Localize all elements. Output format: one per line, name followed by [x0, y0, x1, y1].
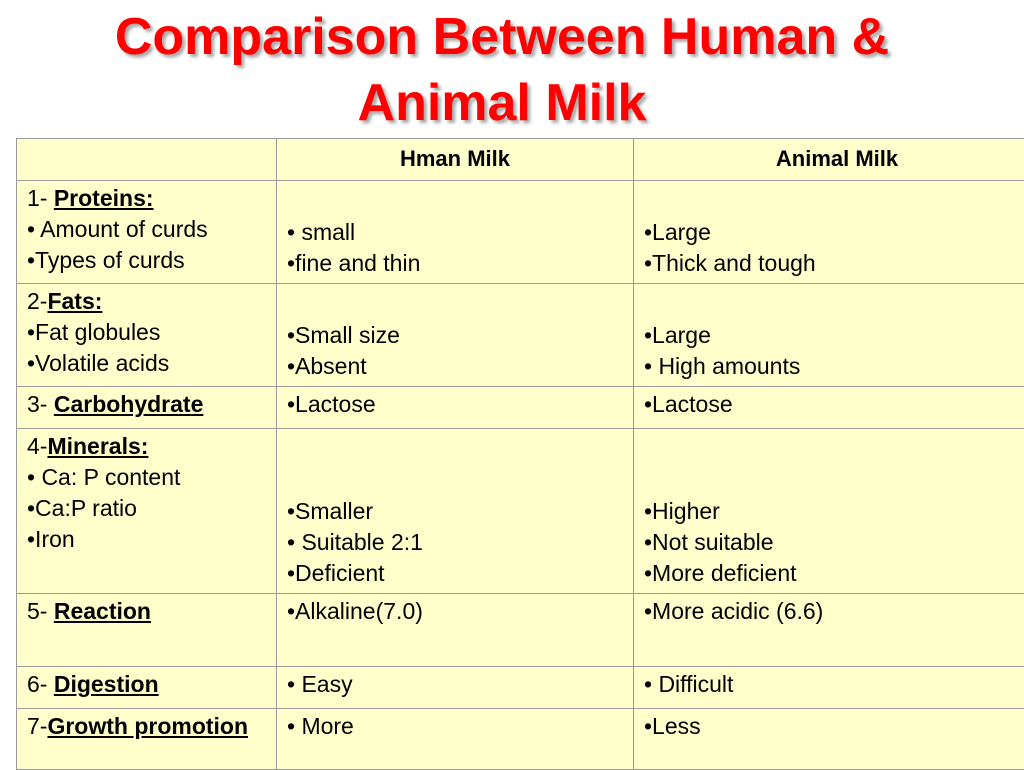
- table-body: 1- Proteins: • Amount of curds•Types of c…: [17, 181, 1024, 770]
- nutrient-category: Reaction: [54, 598, 151, 624]
- header-row: Hman Milk Animal Milk: [17, 139, 1024, 181]
- nutrient-label-cell: 2-Fats: •Fat globules•Volatile acids: [17, 284, 277, 387]
- nutrient-label-cell: 5- Reaction: [17, 594, 277, 667]
- table-row: 6- Digestion • Easy • Difficult: [17, 667, 1024, 709]
- animal-milk-value: •Large: [644, 217, 1024, 248]
- nutrient-category: Growth promotion: [47, 713, 248, 739]
- human-milk-value: •fine and thin: [287, 248, 623, 279]
- animal-milk-value: •Large: [644, 320, 1024, 351]
- title-line-1: Comparison Between Human &: [0, 4, 1004, 70]
- nutrient-item: •Volatile acids: [27, 348, 266, 379]
- nutrient-label-cell: 7-Growth promotion: [17, 709, 277, 770]
- animal-milk-cell: •More acidic (6.6): [634, 594, 1024, 667]
- table-row: 7-Growth promotion • More •Less: [17, 709, 1024, 770]
- human-milk-value: •Absent: [287, 351, 623, 382]
- animal-milk-cell: •Large• High amounts: [634, 284, 1024, 387]
- nutrient-number: 1-: [27, 185, 54, 211]
- human-milk-cell: •Lactose: [277, 387, 634, 429]
- animal-milk-value: •Thick and tough: [644, 248, 1024, 279]
- table-row: 3- Carbohydrate •Lactose •Lactose: [17, 387, 1024, 429]
- comparison-table: Hman Milk Animal Milk 1- Proteins: • Amou…: [16, 138, 1024, 770]
- nutrient-category: Digestion: [54, 671, 159, 697]
- human-milk-value: •Alkaline(7.0): [287, 596, 623, 627]
- animal-milk-value: •Lactose: [644, 389, 1024, 420]
- nutrient-item: • Amount of curds: [27, 214, 266, 245]
- animal-milk-value: •Higher: [644, 496, 1024, 527]
- human-milk-cell: •Small size•Absent: [277, 284, 634, 387]
- header-human-milk: Hman Milk: [277, 139, 634, 181]
- nutrient-category: Carbohydrate: [54, 391, 204, 417]
- animal-milk-cell: • Difficult: [634, 667, 1024, 709]
- human-milk-value: • Easy: [287, 669, 623, 700]
- nutrient-label-cell: 1- Proteins: • Amount of curds•Types of c…: [17, 181, 277, 284]
- nutrient-number: 2-: [27, 288, 47, 314]
- nutrient-item: •Iron: [27, 524, 266, 555]
- animal-milk-cell: •Higher•Not suitable•More deficient: [634, 429, 1024, 594]
- human-milk-value: • Suitable 2:1: [287, 527, 623, 558]
- human-milk-value: • small: [287, 217, 623, 248]
- title-line-2: Animal Milk: [0, 70, 1004, 136]
- animal-milk-cell: •Less: [634, 709, 1024, 770]
- table-row: 4-Minerals: • Ca: P content•Ca:P ratio•Ir…: [17, 429, 1024, 594]
- nutrient-number: 4-: [27, 433, 47, 459]
- animal-milk-value: • Difficult: [644, 669, 1024, 700]
- animal-milk-value: •Not suitable: [644, 527, 1024, 558]
- human-milk-cell: • Easy: [277, 667, 634, 709]
- animal-milk-value: •More deficient: [644, 558, 1024, 589]
- human-milk-value: •Deficient: [287, 558, 623, 589]
- animal-milk-value: •More acidic (6.6): [644, 596, 1024, 627]
- nutrient-label-cell: 4-Minerals: • Ca: P content•Ca:P ratio•Ir…: [17, 429, 277, 594]
- nutrient-category: Proteins:: [54, 185, 154, 211]
- slide-title: Comparison Between Human & Animal Milk: [0, 4, 1004, 136]
- human-milk-cell: •Alkaline(7.0): [277, 594, 634, 667]
- human-milk-value: •Smaller: [287, 496, 623, 527]
- nutrient-item: •Ca:P ratio: [27, 493, 266, 524]
- nutrient-label-cell: 6- Digestion: [17, 667, 277, 709]
- nutrient-number: 6-: [27, 671, 54, 697]
- nutrient-item: •Fat globules: [27, 317, 266, 348]
- table-row: 1- Proteins: • Amount of curds•Types of c…: [17, 181, 1024, 284]
- human-milk-value: •Small size: [287, 320, 623, 351]
- animal-milk-value: • High amounts: [644, 351, 1024, 382]
- nutrient-item: • Ca: P content: [27, 462, 266, 493]
- human-milk-cell: • small•fine and thin: [277, 181, 634, 284]
- header-animal-milk: Animal Milk: [634, 139, 1024, 181]
- nutrient-number: 3-: [27, 391, 54, 417]
- human-milk-cell: • More: [277, 709, 634, 770]
- table-row: 2-Fats: •Fat globules•Volatile acids •Smal…: [17, 284, 1024, 387]
- animal-milk-cell: •Large•Thick and tough: [634, 181, 1024, 284]
- human-milk-value: •Lactose: [287, 389, 623, 420]
- human-milk-cell: •Smaller• Suitable 2:1•Deficient: [277, 429, 634, 594]
- nutrient-label-cell: 3- Carbohydrate: [17, 387, 277, 429]
- header-cell-empty: [17, 139, 277, 181]
- animal-milk-value: •Less: [644, 711, 1024, 742]
- animal-milk-cell: •Lactose: [634, 387, 1024, 429]
- table-row: 5- Reaction •Alkaline(7.0) •More acidic (6…: [17, 594, 1024, 667]
- human-milk-value: • More: [287, 711, 623, 742]
- nutrient-category: Minerals:: [47, 433, 148, 459]
- nutrient-number: 7-: [27, 713, 47, 739]
- nutrient-number: 5-: [27, 598, 54, 624]
- nutrient-category: Fats:: [47, 288, 102, 314]
- nutrient-item: •Types of curds: [27, 245, 266, 276]
